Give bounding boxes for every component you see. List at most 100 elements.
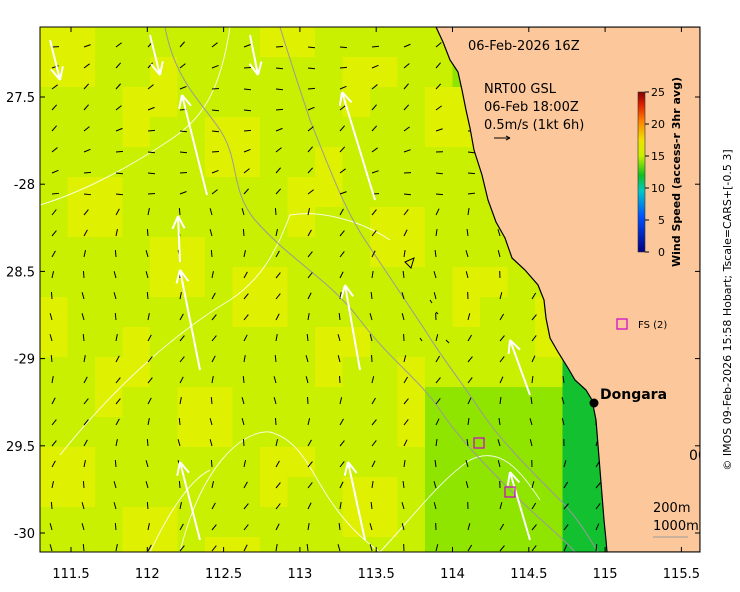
wind-speed-cell <box>315 297 343 328</box>
wind-arrow <box>275 293 281 300</box>
wind-arrow <box>307 167 314 174</box>
colorbar <box>637 91 646 253</box>
wind-arrow <box>562 376 565 384</box>
wind-arrow <box>179 130 188 133</box>
wind-arrow <box>563 544 568 552</box>
wind-arrow <box>403 398 409 405</box>
wind-arrow <box>435 83 442 90</box>
wind-speed-cell <box>232 207 261 238</box>
wind-arrow <box>371 209 377 216</box>
wind-arrow <box>595 543 598 552</box>
wind-speed-cell <box>95 447 123 478</box>
wind-arrow <box>211 314 217 321</box>
wind-arrow <box>467 417 470 426</box>
wind-speed-cell <box>370 507 398 538</box>
plot-frame <box>39 26 701 553</box>
wind-speed-cell <box>67 177 96 208</box>
wind-arrow <box>209 418 213 426</box>
wind-speed-cell <box>425 387 453 418</box>
wind-arrow <box>51 147 58 153</box>
wind-arrow <box>114 312 117 321</box>
wind-speed-cell <box>370 267 398 298</box>
mooring-marker[interactable] <box>473 437 485 449</box>
wind-speed-cell <box>287 87 316 118</box>
wind-arrow <box>403 250 406 258</box>
wind-speed-cell <box>370 477 398 508</box>
wind-arrow <box>307 439 312 447</box>
wind-speed-cell <box>425 477 453 508</box>
wind-arrow <box>209 229 213 237</box>
wind-arrow <box>499 376 504 384</box>
wind-speed-cell <box>150 537 178 552</box>
wind-arrow <box>49 523 53 531</box>
mooring-marker[interactable] <box>504 486 516 498</box>
wind-arrow <box>466 438 469 447</box>
wind-arrow <box>435 334 439 342</box>
wind-arrow <box>82 333 85 342</box>
wind-arrow <box>435 355 440 363</box>
wind-arrow <box>147 397 152 405</box>
wind-arrow <box>211 169 219 174</box>
wind-speed-cell <box>122 87 151 118</box>
wind-arrow <box>275 460 280 468</box>
wind-arrow <box>531 375 534 384</box>
wind-speed-cell <box>287 477 316 508</box>
wind-speed-cell <box>315 147 343 178</box>
wind-speed-cell <box>315 87 343 118</box>
wind-arrow <box>339 146 346 153</box>
wind-arrow <box>115 172 124 175</box>
wind-arrow <box>211 335 217 342</box>
wind-arrow <box>179 376 184 384</box>
wind-arrow <box>50 501 53 510</box>
x-tick-label: 115 <box>593 567 618 582</box>
wind-speed-cell <box>95 507 123 538</box>
wind-arrow <box>371 45 380 48</box>
wind-speed-cell <box>452 357 481 388</box>
wind-arrow <box>499 292 503 300</box>
wind-speed-cell <box>67 297 96 328</box>
wind-arrow <box>82 480 85 489</box>
wind-speed-cell <box>397 387 426 418</box>
wind-speed-cell <box>507 387 536 418</box>
wind-speed-cell <box>205 117 233 148</box>
wind-speed-cell <box>287 387 316 418</box>
wind-speed-cell <box>177 537 206 552</box>
wind-arrow <box>337 334 341 342</box>
wind-arrow <box>243 314 249 321</box>
wind-speed-cell <box>370 87 398 118</box>
wind-speed-cell <box>287 447 316 478</box>
wind-speed-cell <box>177 237 206 268</box>
wind-speed-cell <box>67 357 96 388</box>
wind-speed-cell <box>67 537 96 552</box>
wind-speed-cell <box>342 27 371 58</box>
wind-arrow <box>401 313 405 321</box>
wind-speed-cell <box>397 297 426 328</box>
wind-arrow <box>115 150 124 153</box>
wind-speed-cell <box>177 417 206 448</box>
wind-arrow <box>115 127 123 132</box>
station-marker[interactable] <box>616 318 628 330</box>
wind-arrow <box>531 314 537 321</box>
wind-speed-cell <box>122 327 151 358</box>
wind-arrow <box>243 460 247 468</box>
wind-speed-cell <box>232 357 261 388</box>
wind-speed-cell <box>260 537 288 552</box>
wind-speed-cell <box>122 387 151 418</box>
wind-arrow <box>51 125 57 132</box>
wind-arrow <box>435 439 438 447</box>
wind-arrow <box>51 460 56 468</box>
wind-speed-cell <box>452 387 481 418</box>
wind-speed-cell <box>232 417 261 448</box>
wind-arrow <box>275 313 280 321</box>
wind-arrow <box>243 66 252 69</box>
wind-arrow <box>83 44 91 48</box>
wind-speed-cell <box>177 27 206 58</box>
wind-arrow <box>211 524 217 531</box>
wind-speed-cell <box>150 147 178 178</box>
scale-arrow-label: 0.5m/s (1kt 6h) <box>484 118 584 133</box>
wind-arrow <box>403 126 410 132</box>
wind-arrow <box>371 397 376 405</box>
wind-arrow <box>210 249 213 258</box>
wind-speed-cell <box>122 297 151 328</box>
wind-speed-cell <box>67 267 96 298</box>
